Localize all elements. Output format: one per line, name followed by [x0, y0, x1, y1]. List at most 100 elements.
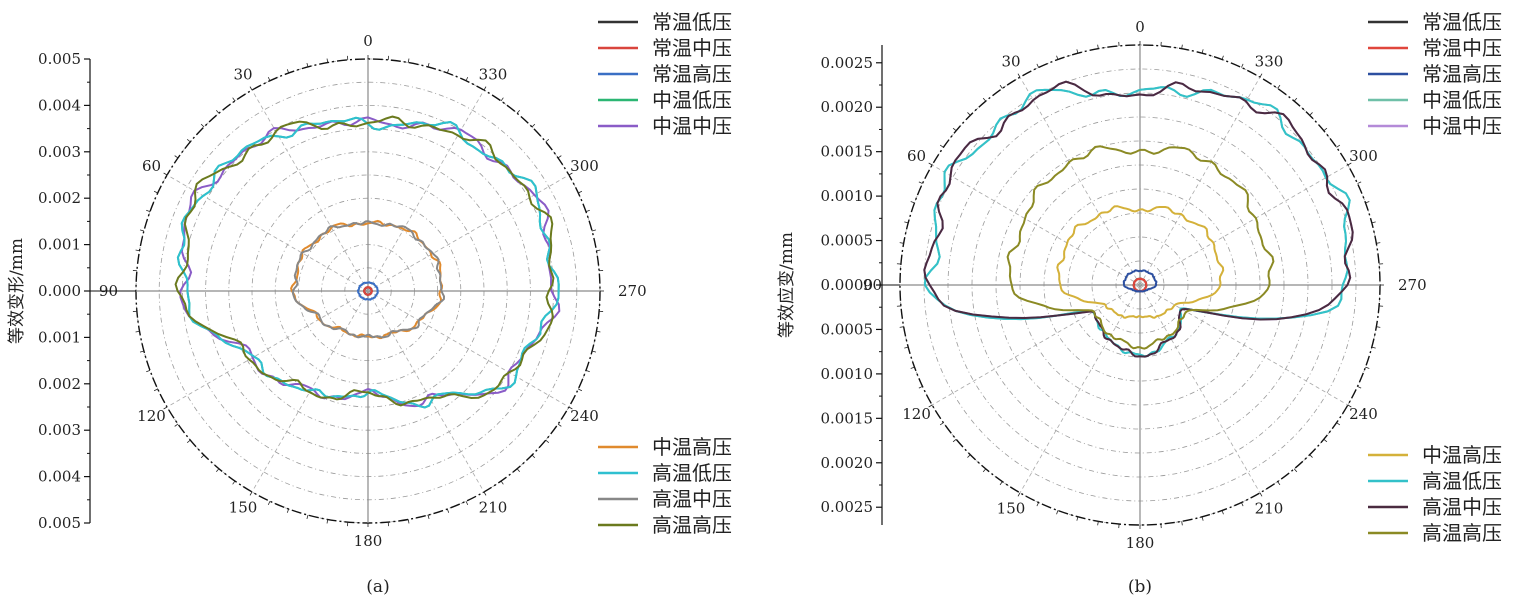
angle-minor-tick: [1323, 438, 1328, 443]
radial-tick-label: 0.005: [38, 514, 81, 532]
series-line-2: [362, 285, 374, 297]
angle-minor-tick: [1365, 201, 1370, 204]
legend-label: 中温中压: [652, 114, 732, 138]
angle-minor-tick: [557, 155, 562, 159]
angle-minor-tick: [899, 242, 904, 244]
angle-minor-tick: [153, 190, 158, 194]
angle-minor-tick: [326, 519, 329, 524]
angle-minor-tick: [153, 388, 158, 392]
angle-label: 120: [902, 405, 931, 423]
y-axis-label: 等效变形/mm: [7, 238, 27, 344]
legend-label: 中温低压: [652, 88, 732, 112]
angle-minor-tick: [407, 58, 410, 63]
angle-minor-tick: [1036, 63, 1039, 68]
angle-minor-tick: [531, 123, 536, 128]
grid-spoke: [367, 174, 570, 292]
angle-minor-tick: [483, 491, 487, 496]
angle-minor-tick: [918, 386, 923, 389]
angle-label: 150: [997, 499, 1026, 517]
angle-minor-tick: [174, 423, 179, 427]
angle-minor-tick: [585, 369, 590, 373]
angle-minor-tick: [904, 221, 909, 224]
angle-minor-tick: [500, 97, 504, 102]
angle-minor-tick: [232, 480, 236, 485]
series-line-3: [1122, 269, 1158, 293]
angle-minor-tick: [910, 201, 915, 204]
angle-minor-tick: [939, 144, 944, 148]
radial-tick-label: 0.0025: [821, 498, 874, 516]
legend-label: 中温低压: [1422, 88, 1502, 112]
angle-minor-tick: [1309, 454, 1313, 458]
angle-minor-tick: [1347, 162, 1352, 166]
angle-label: 330: [479, 65, 508, 83]
angle-minor-tick: [585, 209, 590, 213]
angle-minor-tick: [1277, 481, 1281, 486]
radial-tick-label: 0.0015: [821, 143, 874, 161]
series-line-9: [174, 115, 555, 407]
angle-minor-tick: [1076, 49, 1079, 54]
angle-minor-tick: [1097, 44, 1099, 49]
angle-minor-tick: [267, 76, 271, 81]
angle-minor-tick: [1293, 97, 1298, 102]
grid-spoke: [931, 284, 1141, 406]
angle-label: 270: [1398, 276, 1427, 294]
legend-label: 常温中压: [1422, 36, 1502, 60]
angle-minor-tick: [1371, 346, 1376, 349]
angle-minor-tick: [267, 501, 271, 506]
angle-label: 300: [570, 157, 599, 175]
series-group: [174, 115, 561, 409]
series-line-8: [291, 220, 446, 339]
angle-minor-tick: [1181, 44, 1183, 49]
angle-minor-tick: [1347, 404, 1352, 408]
angle-label: 0: [1135, 18, 1145, 36]
angle-label: 210: [479, 499, 508, 517]
legend-label: 高温低压: [652, 461, 732, 485]
angle-minor-tick: [146, 209, 151, 213]
angle-label: 120: [137, 407, 166, 425]
angle-minor-tick: [1336, 422, 1341, 426]
angle-minor-tick: [163, 172, 168, 176]
angle-minor-tick: [545, 439, 550, 444]
angle-minor-tick: [928, 404, 933, 408]
angle-label: 30: [1001, 53, 1020, 71]
legend-label: 中温高压: [1422, 443, 1502, 467]
angle-label: 0: [363, 32, 373, 50]
legend-label: 中温中压: [1422, 114, 1502, 138]
angle-minor-tick: [1357, 181, 1362, 184]
angle-minor-tick: [1201, 49, 1204, 54]
angle-minor-tick: [516, 109, 521, 114]
angle-minor-tick: [899, 326, 904, 328]
angle-minor-tick: [326, 58, 329, 63]
legend-label: 常温高压: [1422, 62, 1502, 86]
angle-minor-tick: [568, 172, 573, 176]
angle-minor-tick: [139, 229, 145, 232]
angle-minor-tick: [545, 138, 550, 143]
angle-minor-tick: [982, 468, 987, 473]
panel-a: 03060901201501802102402703003300.0050.00…: [7, 10, 732, 597]
angle-minor-tick: [1017, 73, 1021, 78]
angle-label: 210: [1255, 499, 1284, 517]
series-line-6: [1056, 205, 1225, 319]
grid-spoke: [1139, 284, 1261, 494]
legend-label: 常温低压: [1422, 10, 1502, 34]
angle-minor-tick: [306, 62, 309, 68]
grid-spoke: [166, 290, 369, 408]
angle-minor-tick: [918, 181, 923, 184]
angle-minor-tick: [146, 369, 151, 373]
grid-spoke: [367, 290, 570, 408]
angle-minor-tick: [591, 350, 597, 353]
grid-spoke: [1139, 76, 1261, 286]
angle-minor-tick: [516, 468, 521, 473]
radial-axis: 0.005 0.004 0.003 0.002 0.001 0.000 0.001 0.002…: [38, 50, 136, 532]
panel-b: 03060901201501802102402703003300.00250.0…: [777, 10, 1502, 597]
angle-minor-tick: [1293, 468, 1298, 473]
radial-tick-label: 0.0010: [821, 187, 874, 205]
angle-minor-tick: [1357, 386, 1362, 389]
angle-label: 60: [907, 147, 926, 165]
angle-label: 270: [618, 282, 647, 300]
radial-tick-label: 0.0020: [821, 454, 874, 472]
grid-spoke: [1019, 76, 1141, 286]
angle-minor-tick: [446, 69, 450, 74]
angle-minor-tick: [1371, 221, 1376, 224]
